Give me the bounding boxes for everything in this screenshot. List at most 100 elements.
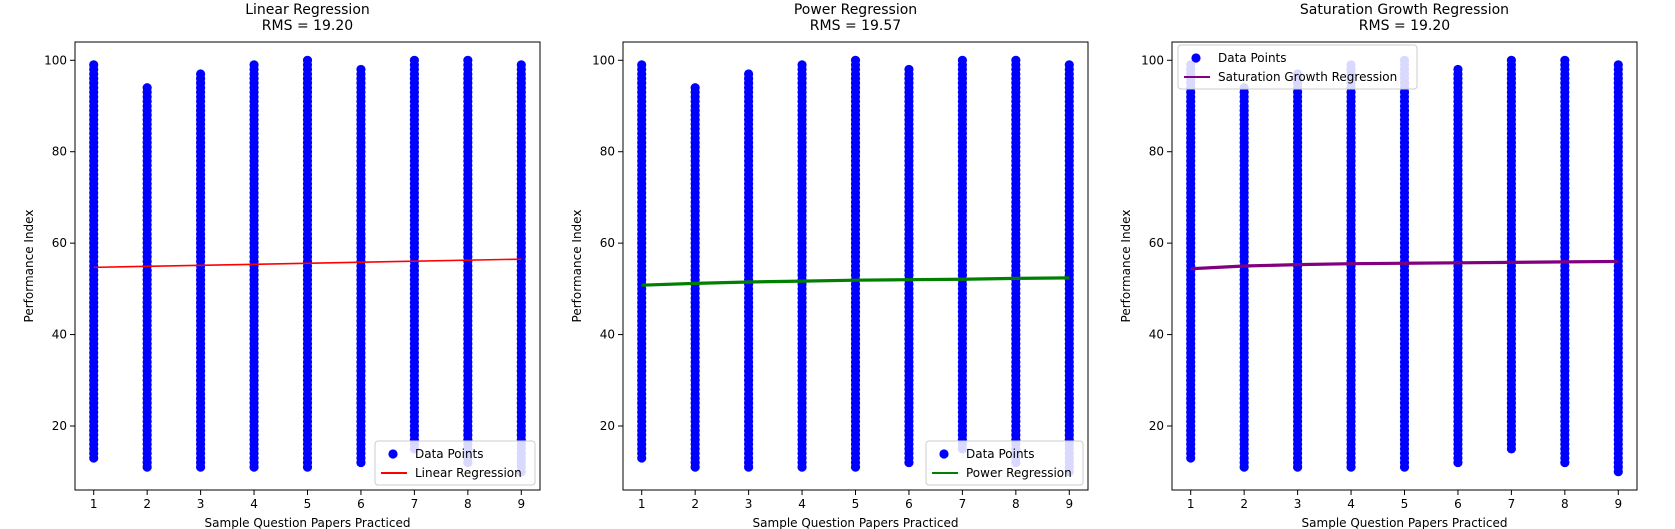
point-column-x3: [1293, 69, 1303, 472]
y-tick-label: 80: [52, 145, 67, 159]
y-tick-label: 40: [52, 328, 67, 342]
x-tick-label: 5: [1401, 497, 1409, 511]
point-column-x6: [904, 64, 914, 468]
point-column-x9: [1613, 60, 1623, 477]
data-point: [744, 69, 754, 79]
y-tick-label: 20: [600, 419, 615, 433]
x-tick-label: 7: [411, 497, 419, 511]
data-point: [1560, 55, 1570, 65]
legend-label-data-points: Data Points: [415, 447, 484, 461]
x-tick-label: 6: [357, 497, 365, 511]
legend-label-data-points: Data Points: [966, 447, 1035, 461]
legend: Data Points Power Regression: [925, 440, 1084, 486]
data-point: [957, 55, 968, 65]
x-tick-label: 8: [1012, 497, 1020, 511]
x-tick-label: 2: [691, 497, 699, 511]
data-points: [637, 55, 1074, 477]
legend-marker-data-points: [1191, 53, 1201, 63]
y-tick-label: 100: [1141, 53, 1164, 67]
y-tick-label: 100: [592, 53, 615, 67]
regression-line: [93, 258, 522, 269]
legend-box: [1177, 44, 1418, 90]
y-tick-label: 20: [52, 419, 67, 433]
legend-label-regression: Power Regression: [966, 466, 1072, 480]
x-tick-label: 8: [464, 497, 472, 511]
data-point: [516, 60, 526, 70]
legend: Data Points Saturation Growth Regression: [1177, 44, 1418, 90]
chart-subtitle: RMS = 19.20: [262, 18, 353, 34]
point-column-x8: [1011, 55, 1021, 468]
point-column-x2: [142, 83, 152, 472]
data-point: [1453, 64, 1463, 75]
data-point: [1506, 55, 1516, 65]
data-point: [637, 60, 647, 70]
point-column-x4: [797, 60, 807, 472]
data-point: [89, 60, 99, 70]
data-point: [249, 60, 259, 70]
x-tick-label: 1: [90, 497, 98, 511]
x-tick-label: 8: [1561, 497, 1569, 511]
x-tick-label: 6: [905, 497, 913, 511]
data-point: [463, 55, 473, 65]
data-point: [850, 55, 861, 65]
point-column-x3: [744, 69, 754, 472]
x-axis-label: Sample Question Papers Practiced: [1302, 516, 1508, 529]
x-tick-label: 4: [1347, 497, 1355, 511]
legend-marker-data-points: [939, 449, 949, 459]
data-point: [302, 55, 313, 65]
y-tick-label: 60: [1149, 236, 1164, 250]
x-tick-label: 3: [1294, 497, 1302, 511]
point-column-x2: [1239, 83, 1249, 472]
chart-subtitle: RMS = 19.20: [1359, 18, 1450, 34]
point-column-x5: [850, 55, 861, 472]
legend-marker-data-points: [388, 449, 398, 459]
y-tick-label: 20: [1149, 419, 1164, 433]
x-axis-label: Sample Question Papers Practiced: [205, 516, 411, 529]
data-point: [690, 83, 700, 93]
data-point: [1011, 55, 1021, 65]
data-point: [1613, 60, 1623, 70]
x-tick-label: 9: [1065, 497, 1073, 511]
y-tick-label: 60: [600, 236, 615, 250]
point-column-x1: [1186, 60, 1196, 463]
y-tick-label: 60: [52, 236, 67, 250]
data-point: [142, 83, 152, 93]
legend-box: [374, 440, 536, 486]
regression-line: [1190, 259, 1619, 271]
legend-label-regression: Saturation Growth Regression: [1218, 70, 1397, 84]
data-point: [196, 69, 206, 79]
data-point: [1064, 60, 1074, 70]
x-tick-label: 9: [517, 497, 525, 511]
x-tick-label: 7: [1508, 497, 1516, 511]
y-axis-label: Performance Index: [570, 210, 584, 323]
point-column-x6: [356, 64, 366, 468]
y-tick-label: 100: [44, 53, 67, 67]
point-column-x1: [89, 60, 99, 463]
y-tick-label: 80: [1149, 145, 1164, 159]
x-tick-label: 3: [197, 497, 205, 511]
x-tick-label: 2: [143, 497, 151, 511]
x-tick-label: 1: [638, 497, 646, 511]
point-column-x7: [957, 55, 968, 454]
point-column-x8: [463, 55, 473, 468]
point-column-x4: [249, 60, 259, 472]
point-column-x8: [1560, 55, 1570, 468]
point-column-x1: [637, 60, 647, 463]
legend-box: [925, 440, 1084, 486]
chart-title: Linear Regression: [245, 2, 370, 18]
x-tick-label: 1: [1187, 497, 1195, 511]
x-tick-label: 5: [852, 497, 860, 511]
legend-label-data-points: Data Points: [1218, 51, 1287, 65]
point-column-x6: [1453, 64, 1463, 468]
point-column-x7: [1506, 55, 1516, 454]
point-column-x4: [1346, 60, 1356, 472]
point-column-x7: [409, 55, 419, 454]
point-column-x5: [302, 55, 313, 472]
legend-label-regression: Linear Regression: [415, 466, 522, 480]
x-tick-label: 5: [304, 497, 312, 511]
point-column-x9: [1064, 60, 1074, 477]
x-tick-label: 9: [1614, 497, 1622, 511]
